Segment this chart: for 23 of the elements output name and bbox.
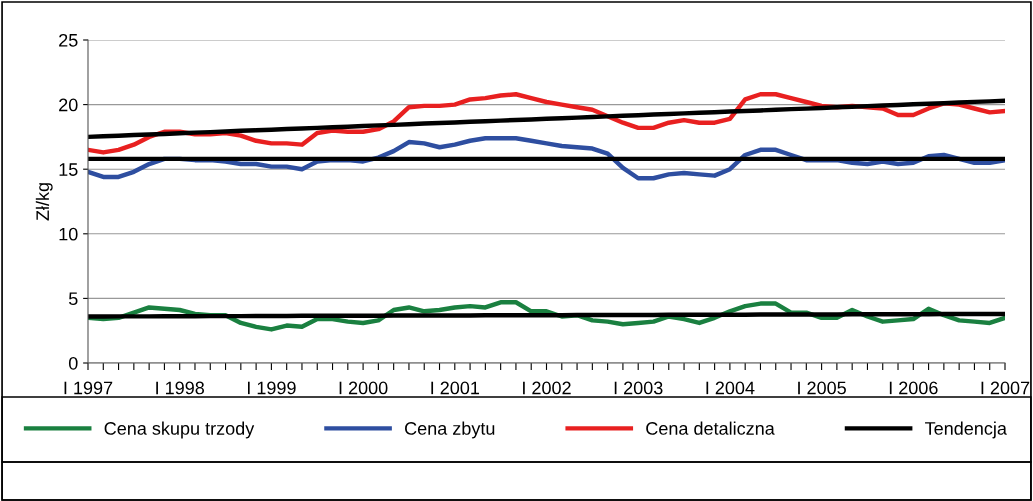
legend-label: Cena skupu trzody: [104, 421, 255, 439]
y-axis-title: Zł/kg: [35, 183, 53, 221]
x-tick-label: I 2004: [706, 381, 755, 395]
line-series: [88, 98, 1005, 140]
x-tick-label: I 1997: [64, 381, 113, 395]
legend-label: Tendencja: [925, 421, 1007, 439]
x-tick-label: I 2001: [431, 381, 480, 395]
x-tick-label: I 2002: [523, 381, 571, 395]
y-tick-label: 5: [68, 292, 78, 306]
x-tick-label: I 2005: [798, 381, 846, 395]
legend-label: Cena zbytu: [405, 421, 495, 439]
y-tick-label: 20: [59, 98, 78, 112]
y-tick-label: 15: [59, 163, 78, 176]
y-tick-label: 25: [59, 33, 78, 47]
x-tick-label: I 2000: [339, 381, 388, 395]
x-tick-label: I 2007: [981, 381, 1030, 395]
y-tick-label: 10: [59, 227, 78, 241]
x-tick-label: I 2006: [889, 381, 938, 395]
x-tick-label: I 2003: [614, 381, 663, 395]
legend-label: Cena detaliczna: [646, 421, 775, 435]
y-tick-label: 0: [68, 356, 78, 370]
x-tick-label: I 1999: [247, 381, 296, 395]
x-tick-label: I 1998: [156, 381, 205, 395]
